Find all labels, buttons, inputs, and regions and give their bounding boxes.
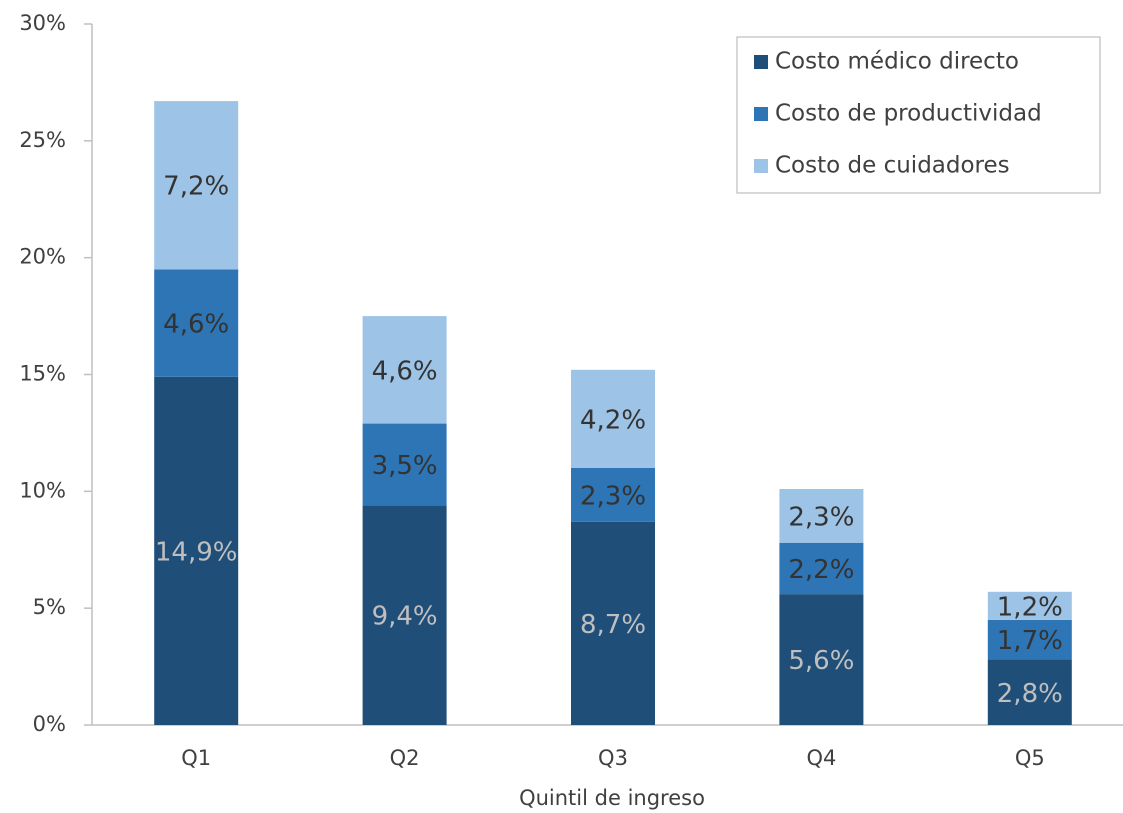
- data-label: 9,4%: [372, 602, 438, 632]
- bar-segment: [154, 376, 239, 725]
- y-tick-label: 15%: [19, 362, 66, 386]
- data-label: 5,6%: [788, 646, 854, 676]
- y-tick-label: 30%: [19, 11, 66, 35]
- y-tick-label: 10%: [19, 478, 66, 502]
- bar-segment: [571, 369, 655, 468]
- x-tick-label: Q4: [806, 746, 836, 770]
- bar-segment: [571, 521, 655, 725]
- bar-segment: [362, 423, 447, 506]
- bar-segment: [362, 505, 447, 725]
- data-label: 2,2%: [788, 555, 854, 585]
- y-tick-label: 5%: [33, 595, 66, 619]
- data-label: 14,9%: [155, 537, 238, 567]
- data-label: 4,6%: [372, 356, 438, 386]
- y-tick-label: 25%: [19, 128, 66, 152]
- data-label: 4,2%: [580, 405, 646, 435]
- legend-box: [736, 36, 1101, 194]
- bar-segment: [154, 269, 239, 377]
- data-label: 4,6%: [163, 310, 229, 340]
- bar-segment: [154, 101, 239, 270]
- legend-swatch: [754, 107, 768, 121]
- legend-swatch: [754, 55, 768, 69]
- bar-segment: [987, 619, 1072, 660]
- x-tick-label: Q5: [1015, 746, 1045, 770]
- legend-label: Costo de cuidadores: [775, 153, 1010, 179]
- y-tick-label: 0%: [33, 712, 66, 736]
- data-label: 1,2%: [997, 592, 1063, 622]
- bar-segment: [779, 594, 864, 725]
- data-label: 2,3%: [580, 481, 646, 511]
- data-label: 3,5%: [372, 451, 438, 481]
- legend-label: Costo médico directo: [775, 49, 1019, 75]
- legend-label: Costo de productividad: [775, 101, 1042, 127]
- x-tick-label: Q1: [181, 746, 211, 770]
- bar-segment: [779, 542, 864, 595]
- legend-swatch: [754, 159, 768, 173]
- bar-segment: [987, 591, 1072, 620]
- x-tick-label: Q2: [390, 746, 420, 770]
- bar-segment: [571, 467, 655, 522]
- bar-segment: [779, 488, 864, 543]
- data-label: 1,7%: [997, 626, 1063, 656]
- data-label: 8,7%: [580, 610, 646, 640]
- data-label: 2,8%: [997, 679, 1063, 709]
- x-tick-label: Q3: [598, 746, 628, 770]
- data-label: 2,3%: [788, 502, 854, 532]
- x-axis-label: Quintil de ingreso: [519, 786, 705, 810]
- bar-segment: [987, 659, 1072, 725]
- y-tick-label: 20%: [19, 245, 66, 269]
- bar-segment: [362, 316, 447, 424]
- data-label: 7,2%: [163, 172, 229, 202]
